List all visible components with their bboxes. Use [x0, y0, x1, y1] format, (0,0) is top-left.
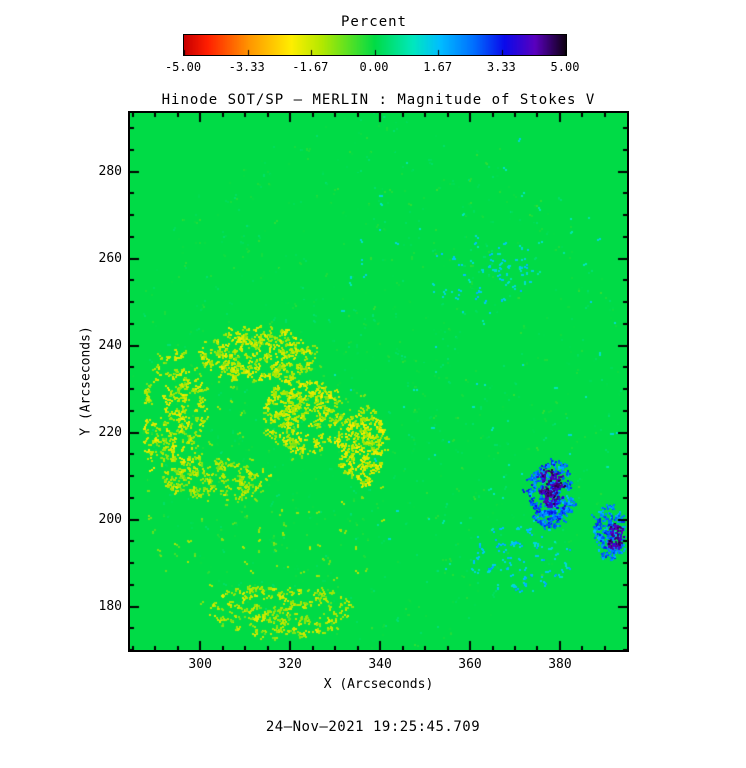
colorbar-tick-labels: -5.00 -3.33 -1.67 0.00 1.67 3.33 5.00 — [165, 60, 580, 76]
chart-title: Hinode SOT/SP — MERLIN : Magnitude of St… — [161, 92, 596, 108]
y-tick-label: 220 — [98, 424, 122, 440]
y-tick-label: 260 — [98, 250, 122, 266]
colorbar-tick-label: -3.33 — [228, 60, 265, 74]
x-tick-label: 300 — [188, 657, 212, 672]
x-tick-label: 320 — [278, 657, 302, 672]
y-tick-label: 280 — [98, 163, 122, 179]
colorbar-tick-label: 3.33 — [486, 60, 516, 74]
y-tick-label: 180 — [98, 598, 122, 614]
y-tick-label: 200 — [98, 511, 122, 527]
y-axis-label: Y (Arcseconds) — [78, 326, 94, 436]
colorbar-tick-label: -5.00 — [164, 60, 202, 74]
x-tick-label: 380 — [548, 657, 572, 672]
heatmap-canvas — [130, 113, 627, 650]
colorbar-tick-label: -1.67 — [292, 60, 329, 74]
plot-area — [128, 111, 629, 652]
colorbar — [183, 34, 567, 56]
x-axis-tick-labels: 300 320 340 360 380 — [130, 657, 627, 673]
x-tick-label: 360 — [458, 657, 482, 672]
x-tick-label: 340 — [368, 657, 392, 672]
y-tick-label: 240 — [98, 337, 122, 353]
observation-timestamp: 24—Nov—2021 19:25:45.709 — [265, 719, 481, 735]
colorbar-tick-label: 1.67 — [423, 60, 453, 74]
x-axis-label: X (Arcseconds) — [323, 677, 434, 692]
colorbar-title: Percent — [340, 14, 407, 30]
colorbar-tick-label: 0.00 — [359, 60, 389, 74]
y-axis-tick-labels: 180 200 220 240 260 280 — [0, 113, 122, 650]
colorbar-tick-label: 5.00 — [550, 60, 580, 74]
